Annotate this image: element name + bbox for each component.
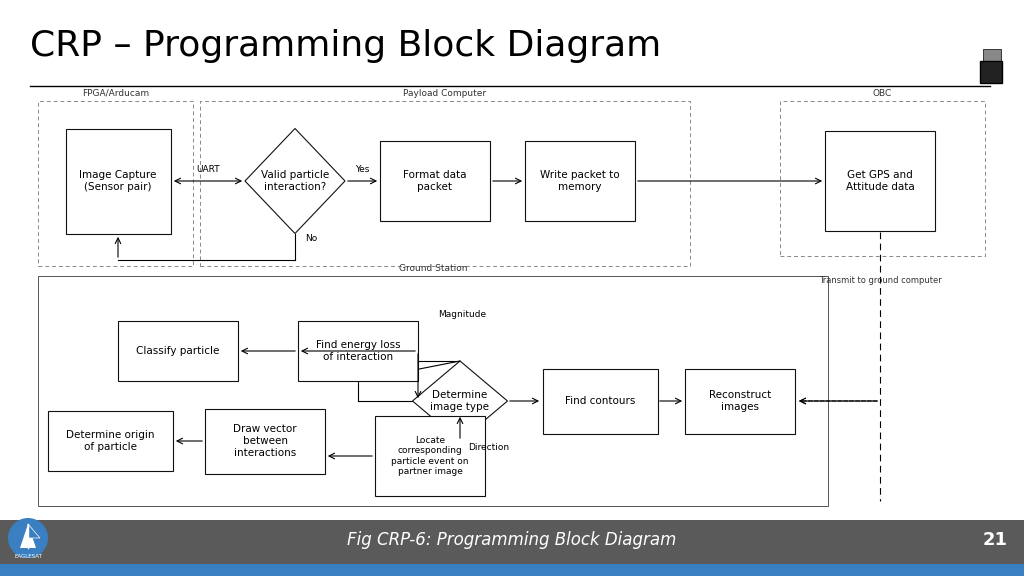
- FancyBboxPatch shape: [205, 408, 325, 473]
- FancyBboxPatch shape: [825, 131, 935, 231]
- Text: Reconstruct
images: Reconstruct images: [709, 390, 771, 412]
- Polygon shape: [413, 361, 508, 441]
- FancyBboxPatch shape: [375, 416, 485, 496]
- Text: 21: 21: [982, 531, 1008, 549]
- FancyBboxPatch shape: [118, 321, 238, 381]
- FancyBboxPatch shape: [525, 141, 635, 221]
- Text: Write packet to
memory: Write packet to memory: [541, 170, 620, 192]
- Text: Locate
corresponding
particle event on
partner image: Locate corresponding particle event on p…: [391, 436, 469, 476]
- Text: No: No: [305, 234, 317, 243]
- Text: EAGLESAT: EAGLESAT: [14, 554, 42, 559]
- FancyBboxPatch shape: [298, 321, 418, 381]
- Text: Get GPS and
Attitude data: Get GPS and Attitude data: [846, 170, 914, 192]
- Text: Ground Station: Ground Station: [398, 264, 467, 273]
- Text: Payload Computer: Payload Computer: [403, 89, 486, 98]
- Text: Direction: Direction: [468, 443, 509, 452]
- Text: Find energy loss
of interaction: Find energy loss of interaction: [315, 340, 400, 362]
- FancyBboxPatch shape: [47, 411, 172, 471]
- Text: OBC: OBC: [872, 89, 892, 98]
- FancyBboxPatch shape: [380, 141, 490, 221]
- Text: FPGA/Arducam: FPGA/Arducam: [82, 89, 150, 98]
- Polygon shape: [28, 524, 40, 538]
- Bar: [0, 564, 1024, 576]
- Circle shape: [8, 518, 48, 558]
- FancyBboxPatch shape: [980, 61, 1002, 83]
- FancyBboxPatch shape: [66, 128, 171, 233]
- Text: Valid particle
interaction?: Valid particle interaction?: [261, 170, 329, 192]
- Text: Classify particle: Classify particle: [136, 346, 220, 356]
- Text: Draw vector
between
interactions: Draw vector between interactions: [233, 425, 297, 457]
- FancyBboxPatch shape: [685, 369, 795, 434]
- Bar: [980, 65, 998, 83]
- Bar: [983, 50, 1001, 67]
- Text: CRP – Programming Block Diagram: CRP – Programming Block Diagram: [30, 29, 662, 63]
- Text: Determine origin
of particle: Determine origin of particle: [66, 430, 155, 452]
- Text: Image Capture
(Sensor pair): Image Capture (Sensor pair): [79, 170, 157, 192]
- Bar: [980, 65, 998, 83]
- Polygon shape: [20, 524, 36, 548]
- Text: Transmit to ground computer: Transmit to ground computer: [818, 276, 941, 285]
- Text: Determine
image type: Determine image type: [430, 390, 489, 412]
- Text: Find contours: Find contours: [565, 396, 635, 406]
- Bar: [0, 520, 1024, 576]
- FancyBboxPatch shape: [543, 369, 657, 434]
- Text: Yes: Yes: [354, 165, 370, 174]
- Text: UART: UART: [197, 165, 220, 174]
- Text: Magnitude: Magnitude: [438, 310, 486, 319]
- Text: Format data
packet: Format data packet: [403, 170, 467, 192]
- Polygon shape: [245, 128, 345, 233]
- Text: Fig CRP-6: Programming Block Diagram: Fig CRP-6: Programming Block Diagram: [347, 531, 677, 549]
